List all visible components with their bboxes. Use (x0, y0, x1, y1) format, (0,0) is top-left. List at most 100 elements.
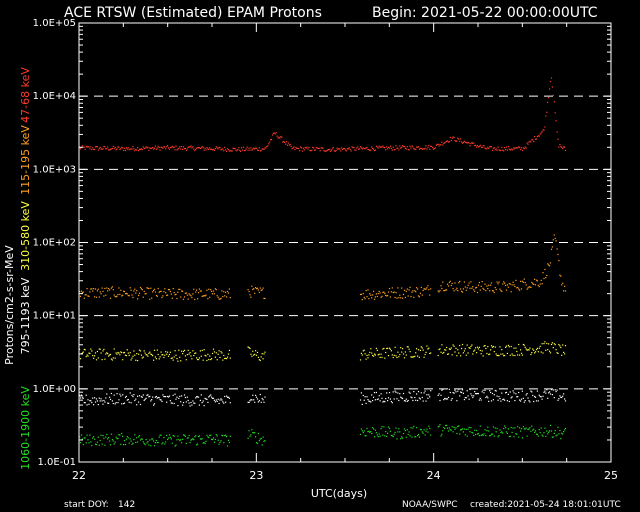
data-point (528, 286, 530, 288)
data-point (154, 396, 156, 398)
data-point (496, 355, 498, 357)
data-point (110, 358, 112, 360)
data-point (381, 397, 383, 399)
data-point (486, 395, 488, 397)
data-point (95, 398, 98, 400)
data-point (97, 436, 99, 438)
data-point (438, 349, 440, 351)
data-point (184, 292, 186, 294)
data-point (356, 147, 358, 149)
data-point (443, 426, 445, 429)
data-point (422, 289, 424, 292)
data-point (385, 431, 387, 433)
data-point (529, 401, 531, 403)
x-tick-label: 24 (427, 469, 441, 482)
data-point (122, 394, 124, 396)
data-point (169, 147, 171, 149)
data-point (506, 149, 508, 151)
data-point (485, 396, 487, 399)
data-point (544, 126, 546, 128)
data-point (528, 141, 530, 143)
data-point (506, 284, 508, 286)
data-point (83, 146, 85, 148)
data-point (201, 146, 203, 148)
data-point (508, 346, 510, 348)
data-point (253, 354, 255, 356)
data-point (99, 400, 101, 402)
data-point (522, 343, 524, 346)
data-point (124, 443, 127, 446)
data-point (534, 278, 536, 280)
data-point (387, 426, 390, 428)
data-point (182, 434, 185, 436)
data-point (240, 150, 242, 152)
data-point (537, 435, 539, 437)
data-point (193, 439, 195, 441)
data-point (144, 293, 146, 295)
data-point (140, 438, 142, 440)
data-point (165, 351, 167, 353)
data-point (387, 347, 389, 349)
data-point (402, 297, 404, 299)
data-point (505, 146, 508, 148)
data-point (367, 148, 369, 151)
data-point (197, 298, 199, 300)
data-point (416, 348, 418, 350)
data-point (402, 437, 404, 439)
data-point (128, 401, 130, 403)
data-point (401, 146, 403, 148)
data-point (123, 147, 126, 149)
data-point (116, 393, 118, 395)
data-point (166, 401, 168, 403)
data-point (387, 295, 389, 297)
data-point (440, 285, 442, 287)
data-point (480, 353, 482, 355)
data-point (301, 150, 303, 152)
data-point (122, 359, 124, 361)
data-point (108, 402, 110, 404)
data-point (547, 101, 549, 103)
data-point (472, 286, 474, 288)
data-point (461, 291, 464, 293)
data-point (392, 291, 394, 294)
data-point (446, 398, 448, 400)
data-point (99, 439, 101, 442)
data-point (210, 148, 212, 150)
data-point (220, 440, 222, 442)
data-point (256, 398, 259, 400)
data-point (391, 354, 393, 356)
data-point (384, 401, 386, 403)
data-point (423, 392, 425, 394)
data-point (218, 298, 220, 300)
data-point (473, 289, 475, 291)
data-point (212, 290, 215, 292)
data-point (548, 264, 550, 266)
data-point (437, 426, 439, 428)
data-point (491, 392, 494, 395)
data-point (268, 143, 270, 145)
data-point (130, 359, 132, 361)
data-point (484, 429, 486, 431)
data-point (104, 358, 106, 360)
data-point (228, 441, 230, 444)
data-point (499, 346, 501, 348)
data-point (208, 437, 210, 439)
data-point (470, 345, 472, 348)
data-point (460, 138, 462, 140)
data-point (157, 396, 159, 399)
data-point (390, 147, 392, 149)
data-point (224, 146, 226, 148)
data-point (127, 352, 129, 354)
data-point (118, 146, 120, 148)
data-point (85, 294, 87, 296)
data-point (205, 149, 207, 151)
data-point (213, 351, 215, 353)
data-point (361, 403, 363, 405)
data-point (100, 398, 102, 400)
data-point (537, 351, 539, 353)
data-point (103, 348, 105, 350)
data-point (463, 140, 465, 142)
data-point (171, 145, 173, 147)
data-point (422, 432, 424, 434)
data-point (286, 144, 288, 146)
